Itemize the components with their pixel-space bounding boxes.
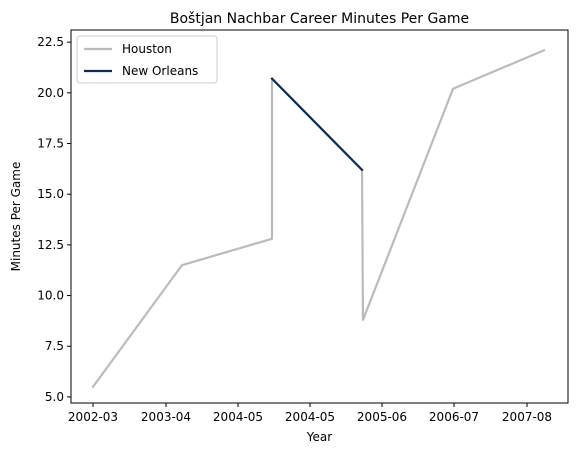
y-tick-label: 17.5 bbox=[37, 137, 64, 151]
y-tick-label: 20.0 bbox=[37, 86, 64, 100]
x-tick-label: 2006-07 bbox=[429, 410, 479, 424]
legend: Houston New Orleans bbox=[76, 35, 218, 84]
x-tick-label: 2007-08 bbox=[502, 410, 552, 424]
chart-title: Boštjan Nachbar Career Minutes Per Game bbox=[170, 11, 469, 27]
x-axis: 2002-03 2003-04 2004-05 2004-05 2005-06 2006-… bbox=[68, 403, 552, 424]
x-axis-label: Year bbox=[306, 430, 332, 444]
y-tick-label: 22.5 bbox=[37, 35, 64, 49]
y-axis: 5.0 7.5 10.0 12.5 15.0 17.5 20.0 22.5 bbox=[37, 35, 71, 404]
series-line-new-orleans bbox=[270, 77, 364, 172]
legend-label: New Orleans bbox=[122, 64, 198, 78]
legend-label: Houston bbox=[122, 42, 172, 56]
x-tick-label: 2005-06 bbox=[357, 410, 407, 424]
y-tick-label: 5.0 bbox=[45, 390, 64, 404]
y-tick-label: 12.5 bbox=[37, 238, 64, 252]
plot-area bbox=[91, 48, 546, 389]
x-tick-label: 2004-05 bbox=[213, 410, 263, 424]
x-tick-label: 2004-05 bbox=[285, 410, 335, 424]
y-tick-label: 10.0 bbox=[37, 289, 64, 303]
x-tick-label: 2002-03 bbox=[68, 410, 118, 424]
y-tick-label: 15.0 bbox=[37, 187, 64, 201]
y-axis-label: Minutes Per Game bbox=[9, 162, 23, 272]
plot-frame bbox=[70, 29, 569, 404]
y-tick-label: 7.5 bbox=[45, 339, 64, 353]
x-tick-label: 2003-04 bbox=[141, 410, 191, 424]
